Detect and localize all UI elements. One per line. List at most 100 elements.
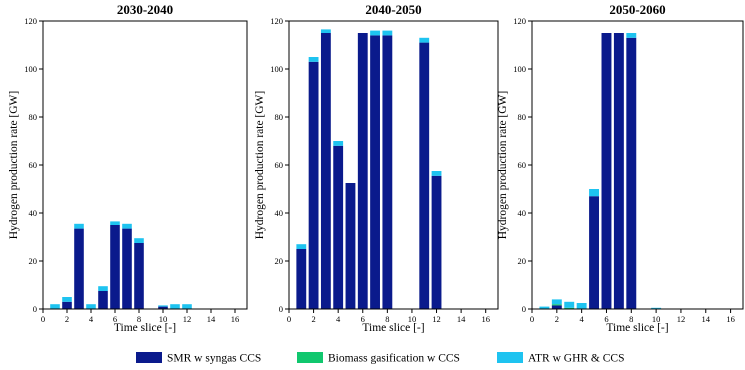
- x-tick-label: 6: [604, 314, 608, 324]
- legend-swatch: [297, 352, 323, 363]
- bar-segment: [626, 37, 637, 310]
- chart-title: 2030-2040: [117, 2, 173, 17]
- bar-segment: [333, 145, 344, 309]
- x-tick-label: 10: [652, 314, 661, 324]
- x-tick-label: 6: [113, 314, 117, 324]
- y-tick-label: 60: [29, 160, 38, 170]
- y-tick-label: 20: [275, 256, 284, 266]
- bar-segment: [98, 291, 108, 309]
- bar-segment: [110, 225, 120, 309]
- y-axis-label: Hydrogen production rate [GW]: [497, 91, 509, 240]
- x-tick-label: 10: [408, 314, 417, 324]
- y-axis-label: Hydrogen production rate [GW]: [254, 91, 266, 240]
- x-tick-label: 8: [137, 314, 141, 324]
- x-tick-label: 12: [183, 314, 192, 324]
- legend-label: ATR w GHR & CCS: [528, 353, 625, 365]
- x-tick-label: 14: [207, 314, 216, 324]
- legend-swatch: [497, 352, 523, 363]
- bar-segment: [613, 33, 624, 309]
- bar-segment: [308, 57, 319, 62]
- y-tick-label: 60: [275, 160, 284, 170]
- legend-label: Biomass gasification w CCS: [328, 353, 460, 365]
- legend-label: SMR w syngas CCS: [167, 353, 261, 365]
- bar-segment: [134, 238, 144, 243]
- x-tick-label: 8: [629, 314, 633, 324]
- bar-segment: [564, 307, 575, 309]
- x-tick-label: 16: [481, 314, 490, 324]
- chart-panel-3: 2050-2060 0 2 4 6 8 10 12 14 16 0 20 40 60 80 100 120 Tim…: [497, 2, 744, 334]
- y-tick-label: 120: [270, 16, 283, 26]
- chart-title: 2040-2050: [365, 2, 421, 17]
- y-tick-label: 40: [275, 208, 284, 218]
- bar-segment: [370, 30, 380, 36]
- y-tick-label: 100: [24, 64, 37, 74]
- x-tick-label: 0: [41, 314, 45, 324]
- y-tick-label: 40: [518, 208, 527, 218]
- bar-segment: [62, 297, 72, 302]
- bar-segment: [345, 183, 356, 309]
- y-tick-label: 40: [29, 208, 38, 218]
- bar-segment: [382, 30, 393, 36]
- bar-segment: [122, 223, 132, 229]
- x-tick-label: 14: [457, 314, 466, 324]
- y-tick-label: 80: [275, 112, 284, 122]
- x-tick-label: 10: [159, 314, 168, 324]
- bar-segment: [419, 42, 430, 309]
- bar-segment: [74, 228, 84, 309]
- y-tick-label: 20: [518, 256, 527, 266]
- y-tick-label: 100: [513, 64, 526, 74]
- x-tick-label: 12: [677, 314, 686, 324]
- y-axis-label: Hydrogen production rate [GW]: [8, 91, 20, 240]
- bar-segment: [158, 305, 168, 307]
- bar-segment: [564, 301, 575, 308]
- y-tick-label: 20: [29, 256, 38, 266]
- x-tick-label: 2: [65, 314, 69, 324]
- x-tick-label: 8: [385, 314, 389, 324]
- x-tick-label: 2: [555, 314, 559, 324]
- bar-segment: [182, 304, 192, 309]
- bar-segment: [539, 306, 550, 309]
- bar-segment: [320, 29, 331, 33]
- bar-segment: [333, 141, 344, 146]
- y-tick-label: 100: [270, 64, 283, 74]
- x-tick-label: 2: [311, 314, 315, 324]
- y-tick-label: 120: [24, 16, 37, 26]
- bar-segment: [419, 37, 430, 43]
- y-tick-label: 0: [522, 304, 526, 314]
- y-tick-label: 60: [518, 160, 527, 170]
- x-tick-label: 14: [702, 314, 711, 324]
- x-tick-label: 16: [726, 314, 735, 324]
- x-tick-label: 0: [287, 314, 291, 324]
- bar-segment: [158, 306, 168, 309]
- x-tick-label: 4: [89, 314, 94, 324]
- x-tick-label: 6: [361, 314, 365, 324]
- legend: SMR w syngas CCS Biomass gasification w C…: [136, 352, 625, 365]
- bar-segment: [86, 304, 96, 309]
- x-tick-label: 4: [336, 314, 341, 324]
- bar-segment: [122, 228, 132, 309]
- chart-title: 2050-2060: [609, 2, 665, 17]
- bar-segment: [134, 243, 144, 309]
- x-tick-label: 12: [432, 314, 441, 324]
- bar-segment: [431, 175, 442, 309]
- bar-segment: [382, 35, 393, 310]
- y-tick-label: 120: [513, 16, 526, 26]
- bar-segment: [50, 304, 60, 309]
- plot-frame: [42, 20, 248, 310]
- bar-segment: [110, 221, 120, 225]
- bar-segment: [320, 33, 331, 309]
- bar-segment: [589, 196, 600, 309]
- x-tick-label: 4: [580, 314, 585, 324]
- plot-frame: [531, 20, 744, 310]
- x-tick-label: 16: [231, 314, 240, 324]
- bar-segment: [589, 189, 600, 197]
- chart-panel-1: 2030-2040 0 2 4 6 8 10 12 14 16 0 20 40 60 80 100 120 Tim…: [8, 2, 248, 334]
- x-tick-label: 0: [530, 314, 534, 324]
- x-axis-label: Time slice [-]: [362, 322, 424, 334]
- bar-segment: [431, 171, 442, 176]
- y-tick-label: 80: [29, 112, 38, 122]
- y-tick-label: 80: [518, 112, 527, 122]
- bar-segment: [551, 305, 562, 309]
